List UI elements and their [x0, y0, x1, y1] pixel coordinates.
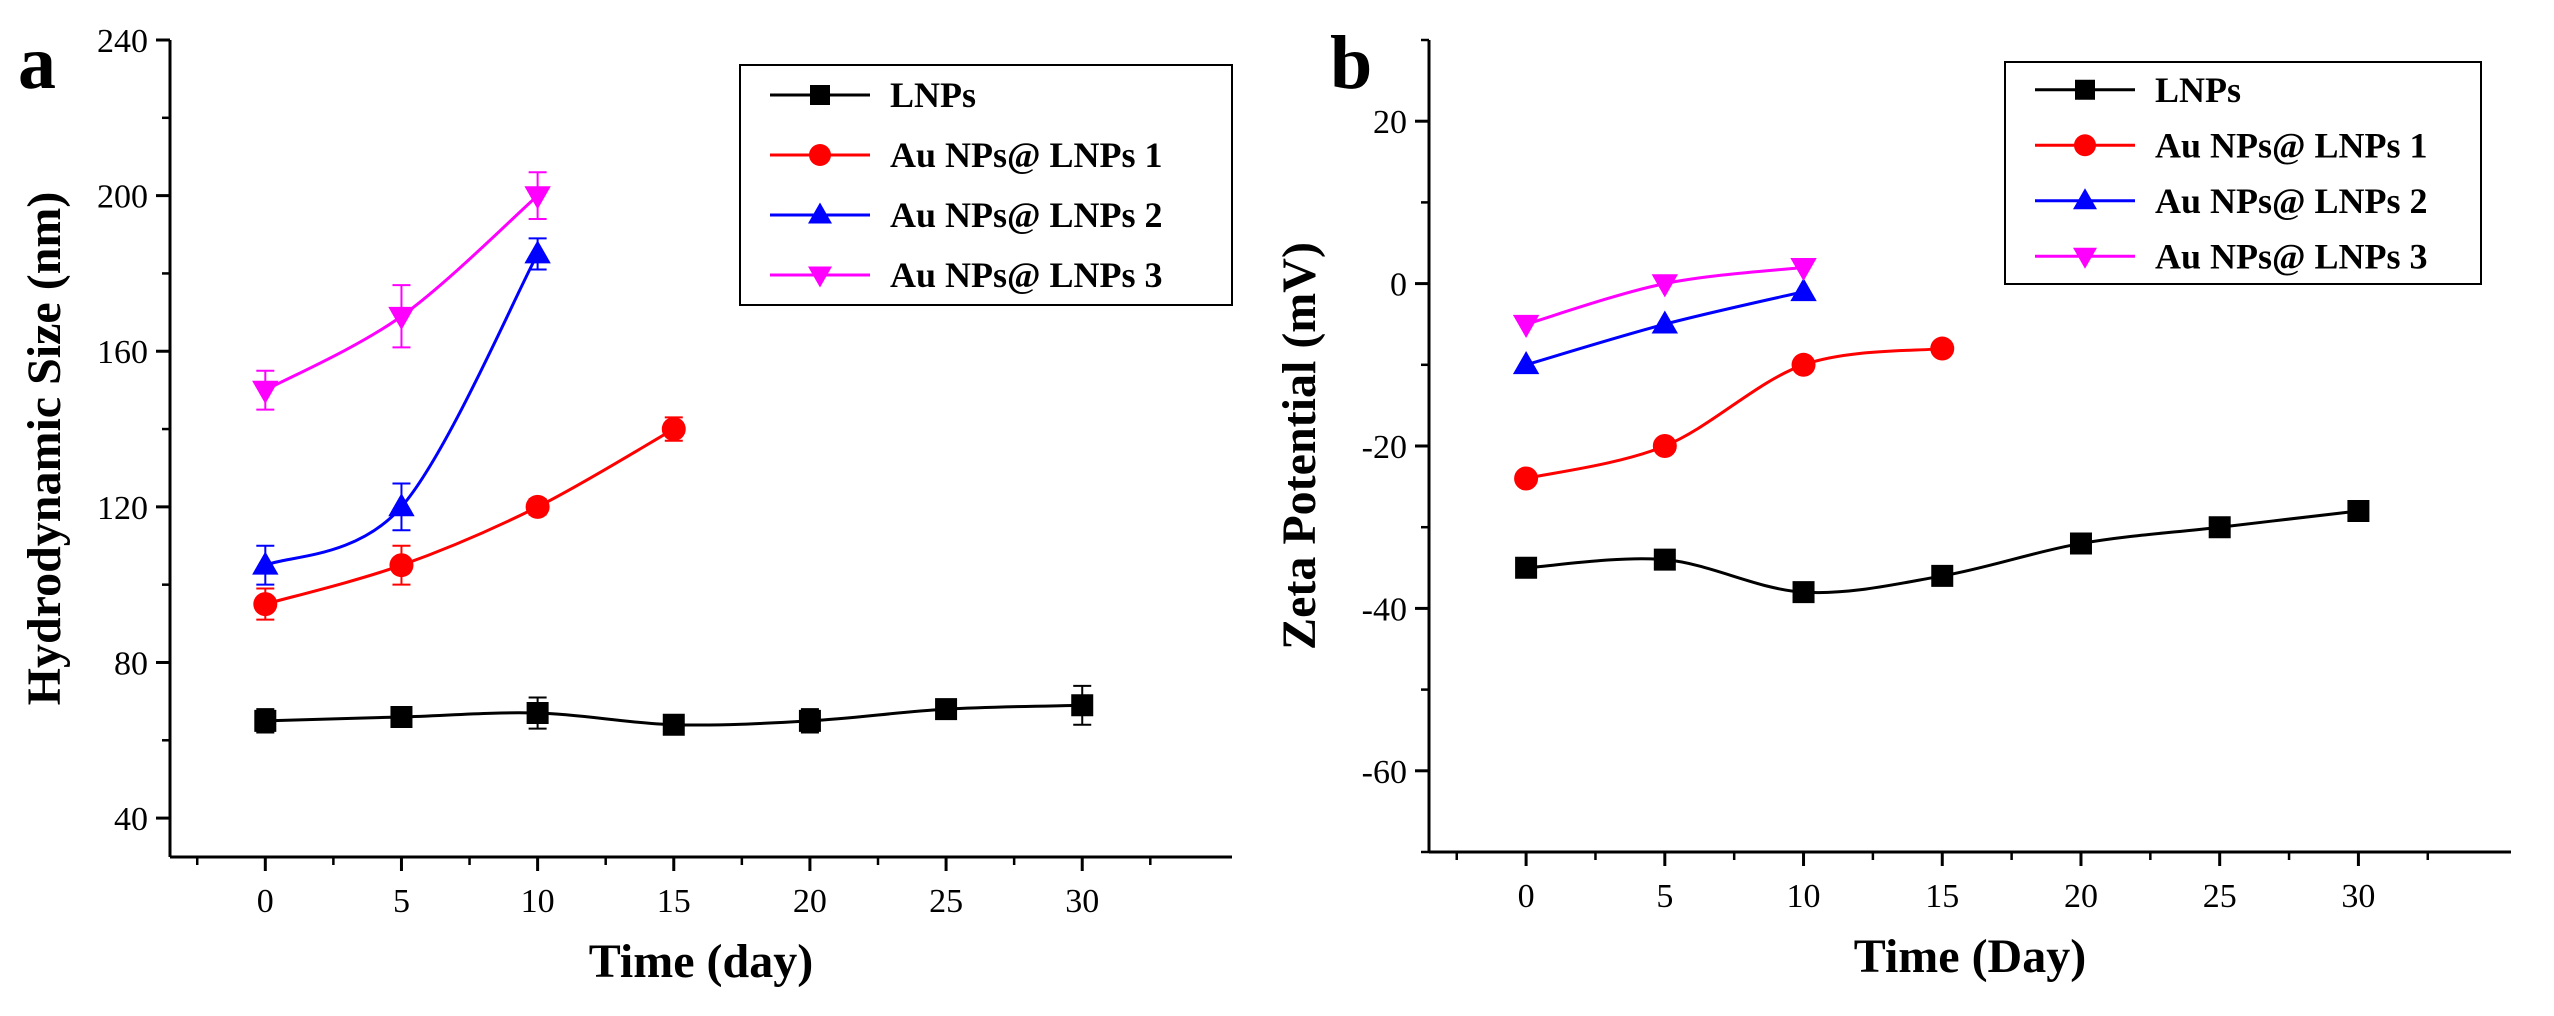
- legend-marker: [2073, 247, 2097, 269]
- y-tick-label: 80: [114, 645, 148, 682]
- data-point: [2208, 516, 2231, 539]
- data-point: [935, 698, 958, 721]
- y-axis-title: Hydrodynamic Size (nm): [18, 192, 71, 706]
- y-tick-label: -20: [1362, 429, 1407, 466]
- data-point: [1651, 274, 1679, 298]
- series-au-nps-lnps-3: [252, 171, 551, 411]
- data-point: [2347, 499, 2370, 522]
- data-point: [2069, 532, 2092, 555]
- x-tick-label: 5: [1656, 878, 1673, 915]
- legend-label: Au NPs@ LNPs 1: [2155, 125, 2428, 165]
- data-point: [1514, 466, 1539, 491]
- x-tick-label: 0: [1518, 878, 1535, 915]
- legend: LNPs Au NPs@ LNPs 1 Au NPs@ LNPs 2 Au NPs@ …: [739, 64, 1233, 306]
- series-lnps: [1515, 499, 2370, 604]
- legend-label: Au NPs@ LNPs 3: [2155, 236, 2428, 276]
- data-point: [526, 702, 549, 725]
- data-point: [1652, 434, 1677, 458]
- y-tick-label: 240: [97, 23, 148, 60]
- series-au-nps-lnps-3: [1512, 258, 1817, 338]
- y-tick-label: 160: [97, 334, 148, 371]
- x-tick-label: 15: [657, 883, 691, 920]
- data-point: [253, 592, 278, 617]
- data-point: [525, 494, 550, 519]
- data-point: [388, 306, 415, 330]
- y-tick-label: 20: [1373, 104, 1407, 141]
- legend-marker: [2073, 188, 2097, 210]
- data-point: [662, 713, 685, 736]
- data-point: [1790, 258, 1817, 282]
- data-point: [1512, 314, 1540, 338]
- chart-panel-b: b 0 5 10 15 20 25 30 -60 -40 -20 0 20 Time (Day) Zeta …: [1273, 21, 2511, 983]
- series-au-nps-lnps-1: [1514, 336, 1955, 491]
- y-tick-label: 120: [97, 490, 148, 527]
- data-point: [390, 705, 413, 728]
- series-line: [264, 427, 675, 606]
- x-tick-label: 25: [929, 883, 963, 920]
- x-tick-label: 15: [1925, 878, 1959, 915]
- x-tick-label: 10: [1787, 878, 1821, 915]
- data-point: [252, 380, 279, 404]
- x-tick-label: 20: [793, 883, 827, 920]
- legend-marker: [2075, 79, 2095, 100]
- panel-letter: a: [18, 21, 56, 105]
- x-axis-title: Time (Day): [1854, 930, 2086, 983]
- data-point: [1512, 351, 1540, 375]
- y-tick-label: 0: [1390, 267, 1407, 304]
- series-au-nps-lnps-2: [252, 237, 551, 586]
- y-tick-label: 200: [97, 179, 148, 216]
- legend-marker: [808, 202, 832, 224]
- legend-marker: [809, 144, 831, 166]
- legend-label: Au NPs@ LNPs 2: [2155, 181, 2428, 221]
- data-point: [798, 709, 821, 732]
- x-axis-title: Time (day): [589, 935, 813, 988]
- x-tick-label: 0: [257, 883, 274, 920]
- legend-marker: [810, 85, 830, 105]
- x-tick-label: 30: [1065, 883, 1099, 920]
- legend-marker: [2074, 134, 2096, 157]
- x-tick-label: 30: [2341, 878, 2375, 915]
- data-point: [1791, 352, 1816, 377]
- series-line: [264, 253, 539, 567]
- data-point: [1931, 564, 1954, 587]
- data-point: [661, 417, 686, 442]
- legend-marker: [808, 266, 832, 288]
- legend-label: Au NPs@ LNPs 2: [890, 195, 1163, 235]
- data-point: [1790, 277, 1817, 302]
- legend-label: Au NPs@ LNPs 3: [890, 255, 1163, 295]
- legend-label: LNPs: [890, 75, 976, 115]
- data-point: [389, 553, 414, 578]
- data-point: [1651, 310, 1679, 334]
- data-point: [1653, 548, 1676, 571]
- y-tick-label: -60: [1362, 754, 1407, 791]
- legend-label: LNPs: [2155, 70, 2241, 110]
- series-line: [1525, 347, 1943, 480]
- y-axis-title: Zeta Potential (mV): [1273, 242, 1326, 650]
- legend-label: Au NPs@ LNPs 1: [890, 135, 1163, 175]
- series-au-nps-lnps-2: [1512, 277, 1817, 375]
- data-point: [254, 709, 277, 732]
- y-tick-label: -40: [1362, 591, 1407, 628]
- data-point: [524, 240, 551, 264]
- x-tick-label: 10: [521, 883, 555, 920]
- series-au-nps-lnps-1: [253, 416, 686, 621]
- x-tick-label: 20: [2064, 878, 2098, 915]
- y-tick-label: 40: [114, 801, 148, 838]
- panel-letter: b: [1330, 21, 1372, 105]
- data-point: [388, 493, 415, 517]
- data-point: [1930, 336, 1955, 361]
- data-point: [1515, 556, 1538, 579]
- data-point: [524, 186, 551, 210]
- series-lnps: [254, 684, 1094, 736]
- data-point: [1792, 581, 1815, 604]
- data-point: [1071, 694, 1094, 717]
- x-tick-label: 5: [393, 883, 410, 920]
- data-point: [252, 551, 279, 575]
- legend: LNPs Au NPs@ LNPs 1 Au NPs@ LNPs 2 Au NPs@ …: [2004, 61, 2482, 285]
- chart-panel-a: a 0 5 10 15 20 25 30 40 80 120 160 200 240 Time (day) H…: [18, 21, 1233, 988]
- x-tick-label: 25: [2203, 878, 2237, 915]
